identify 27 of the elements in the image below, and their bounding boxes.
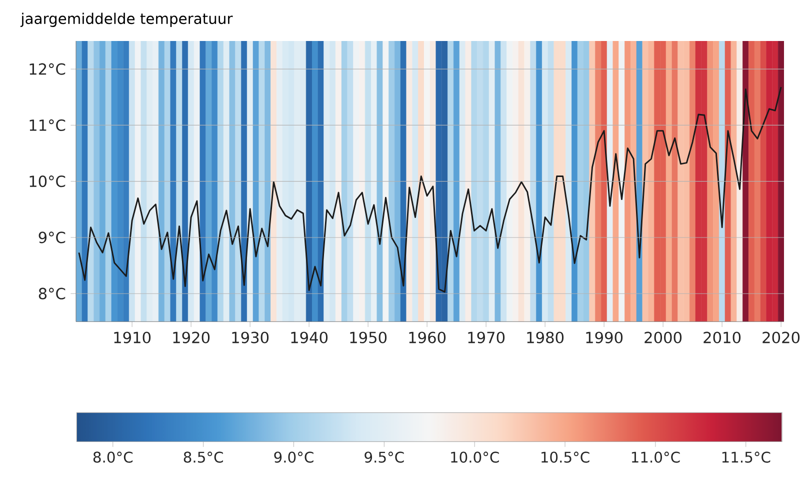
y-tick-label: 9°C	[38, 232, 66, 244]
x-tick-label: 2010	[704, 332, 741, 344]
x-tick-label: 1910	[114, 332, 151, 344]
y-tick-label: 8°C	[38, 288, 66, 300]
x-tick-label: 1950	[350, 332, 387, 344]
x-tick-label: 1930	[232, 332, 269, 344]
y-tick-label: 10°C	[30, 176, 66, 188]
color-bar-label: 10.0°C	[451, 452, 499, 463]
x-tick-label: 1980	[527, 332, 564, 344]
color-bar-label: 9.5°C	[364, 452, 404, 463]
color-bar-label: 11.5°C	[722, 452, 770, 463]
x-tick-label: 2000	[644, 332, 682, 344]
color-bar-label: 10.5°C	[542, 452, 590, 463]
x-tick-label: 1990	[586, 332, 623, 344]
color-bar-label: 9.0°C	[274, 452, 314, 463]
x-tick-label: 1940	[291, 332, 328, 344]
y-axis-title: jaargemiddelde temperatuur	[20, 12, 233, 27]
x-tick-label: 1920	[173, 332, 210, 344]
x-tick-label: 1970	[468, 332, 505, 344]
y-tick-label: 12°C	[30, 63, 66, 75]
color-bar-label: 8.0°C	[93, 452, 133, 463]
line-series	[78, 86, 782, 293]
x-tick-label: 2020	[762, 332, 800, 344]
color-bar-label: 8.5°C	[184, 452, 223, 463]
x-tick-label: 1960	[409, 332, 446, 344]
y-tick-label: 11°C	[30, 119, 66, 131]
color-bar-label: 11.0°C	[632, 452, 680, 463]
